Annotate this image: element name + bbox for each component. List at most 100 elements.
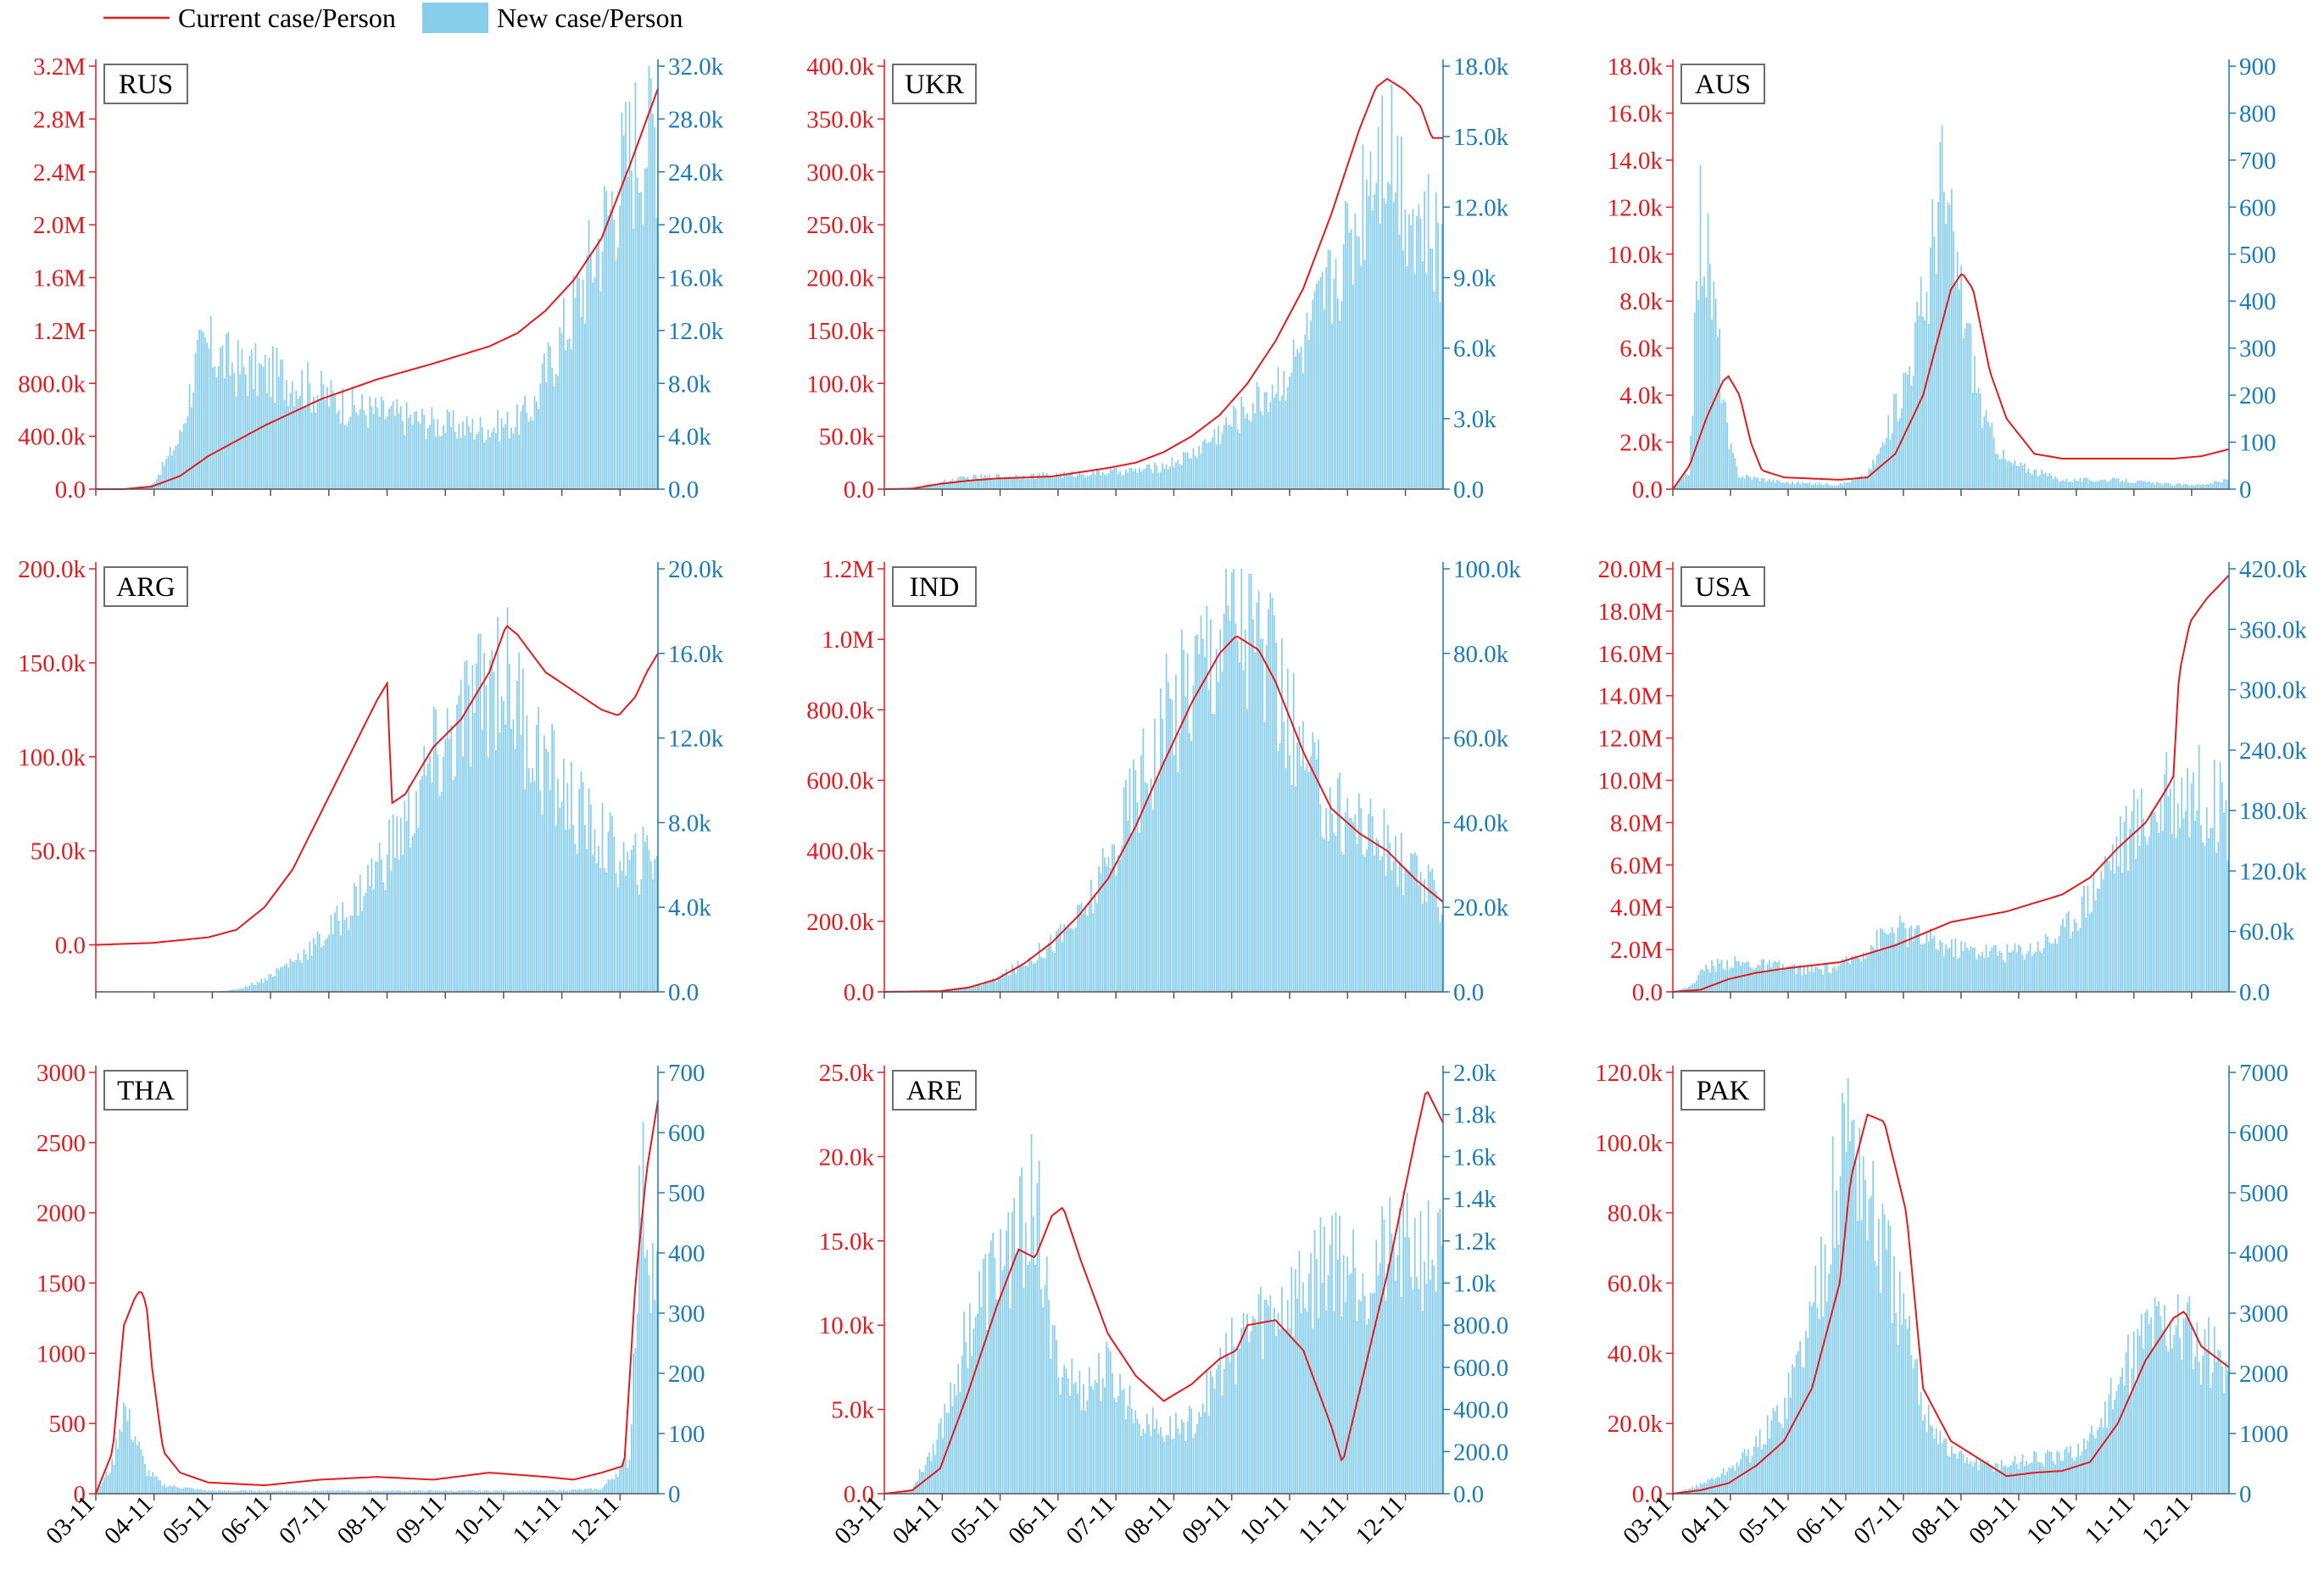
left-tick-label: 20.0k bbox=[819, 1144, 875, 1171]
bar bbox=[560, 1490, 563, 1494]
bar bbox=[1907, 375, 1909, 489]
bar bbox=[967, 988, 969, 992]
bar bbox=[1909, 1315, 1910, 1494]
bar bbox=[584, 323, 586, 489]
legend-bar-swatch bbox=[422, 3, 488, 33]
bar bbox=[2176, 1294, 2179, 1494]
bar bbox=[248, 985, 251, 992]
bar bbox=[2171, 1348, 2173, 1494]
bar bbox=[301, 962, 304, 992]
bar bbox=[1914, 928, 1916, 992]
bar bbox=[419, 424, 421, 489]
bar bbox=[1302, 1282, 1304, 1494]
right-tick-label: 300 bbox=[668, 1300, 705, 1328]
bar bbox=[1223, 614, 1225, 992]
bar bbox=[1183, 649, 1184, 992]
bar bbox=[1875, 1266, 1878, 1494]
bar bbox=[315, 412, 317, 489]
bar bbox=[1943, 192, 1945, 489]
bar bbox=[1157, 777, 1160, 992]
bar bbox=[1719, 329, 1720, 489]
bar bbox=[227, 331, 230, 489]
right-tick-label: 500 bbox=[2239, 242, 2277, 269]
bar bbox=[2115, 836, 2118, 992]
bar bbox=[1329, 787, 1331, 992]
bar bbox=[1891, 1322, 1893, 1494]
bar bbox=[1895, 1312, 1898, 1494]
bar bbox=[295, 959, 298, 992]
bar bbox=[1680, 478, 1682, 489]
bar bbox=[476, 663, 477, 992]
bar bbox=[1763, 959, 1764, 992]
bar bbox=[1109, 867, 1112, 992]
bar bbox=[648, 849, 650, 992]
bar bbox=[1854, 478, 1857, 489]
bar bbox=[1333, 1311, 1335, 1494]
bar bbox=[1753, 969, 1755, 992]
bar bbox=[2210, 1388, 2212, 1494]
bar bbox=[1901, 408, 1903, 489]
bar bbox=[410, 1490, 412, 1494]
bar bbox=[512, 719, 515, 992]
bar bbox=[1092, 470, 1095, 489]
bar bbox=[1207, 689, 1210, 992]
bar bbox=[1119, 859, 1121, 992]
left-tick-label: 18.0k bbox=[1608, 53, 1664, 81]
bar bbox=[2087, 478, 2089, 489]
bar bbox=[1845, 1151, 1847, 1494]
bar bbox=[1903, 922, 1905, 992]
bar bbox=[320, 370, 322, 489]
bar bbox=[1862, 952, 1864, 992]
bar bbox=[1306, 1311, 1308, 1494]
bar bbox=[1907, 946, 1909, 992]
country-label: UKR bbox=[905, 70, 964, 100]
bar bbox=[1298, 353, 1301, 489]
bar bbox=[617, 1477, 619, 1494]
bar bbox=[1006, 477, 1007, 489]
bar bbox=[644, 1257, 646, 1494]
bar bbox=[348, 929, 349, 992]
bar bbox=[577, 854, 578, 992]
country-label: IND bbox=[910, 572, 960, 603]
bar bbox=[557, 1491, 559, 1494]
bar bbox=[1713, 966, 1715, 992]
right-tick-label: 12.0k bbox=[1453, 194, 1509, 221]
bar bbox=[1413, 1217, 1416, 1494]
right-tick-label: 1.8k bbox=[1453, 1102, 1496, 1129]
bar bbox=[169, 1485, 171, 1494]
left-tick-label: 4.0k bbox=[1619, 382, 1663, 409]
bar bbox=[938, 483, 940, 489]
bar bbox=[456, 1491, 458, 1494]
bar bbox=[1369, 1292, 1372, 1494]
bar bbox=[1909, 927, 1910, 992]
bar bbox=[175, 1486, 177, 1494]
bar bbox=[250, 349, 253, 489]
bar bbox=[2098, 1427, 2100, 1494]
bar bbox=[1966, 322, 1968, 489]
bar bbox=[1129, 468, 1131, 489]
bar bbox=[266, 1489, 268, 1494]
x-tick-label: 04-11 bbox=[888, 1490, 947, 1550]
bar bbox=[1024, 966, 1027, 992]
right-tick-label: 420.0k bbox=[2239, 556, 2307, 583]
bar bbox=[601, 1488, 604, 1494]
bar bbox=[1887, 1220, 1890, 1494]
bar bbox=[2039, 950, 2041, 992]
bar bbox=[1119, 1373, 1121, 1494]
bar bbox=[622, 135, 625, 489]
bar bbox=[2083, 886, 2085, 992]
bar bbox=[1385, 875, 1387, 992]
bar bbox=[1807, 1338, 1808, 1494]
bar bbox=[2073, 1461, 2076, 1494]
bar bbox=[262, 1490, 265, 1494]
bar bbox=[372, 889, 375, 992]
bar bbox=[1175, 462, 1177, 489]
bar bbox=[1910, 925, 1913, 992]
bar bbox=[1395, 1280, 1396, 1494]
bar bbox=[1030, 474, 1033, 489]
bar bbox=[1860, 960, 1863, 992]
bar bbox=[2143, 482, 2144, 489]
bar bbox=[291, 1490, 293, 1494]
bar bbox=[551, 367, 554, 489]
bar bbox=[1995, 454, 1997, 489]
